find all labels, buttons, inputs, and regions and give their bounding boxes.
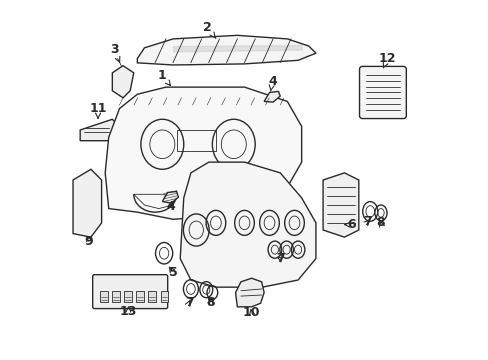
Polygon shape: [180, 162, 315, 287]
Polygon shape: [323, 173, 358, 237]
Polygon shape: [80, 119, 119, 141]
Polygon shape: [105, 87, 301, 219]
Polygon shape: [162, 192, 178, 203]
Text: 4: 4: [166, 201, 175, 213]
Bar: [112, 292, 120, 302]
Bar: [160, 292, 168, 302]
FancyBboxPatch shape: [359, 66, 406, 118]
Text: 12: 12: [378, 52, 395, 68]
Polygon shape: [264, 91, 280, 102]
Text: 13: 13: [120, 305, 137, 318]
Text: 5: 5: [168, 266, 177, 279]
Text: 4: 4: [267, 75, 276, 91]
Bar: [124, 292, 132, 302]
Text: 10: 10: [243, 306, 260, 319]
Bar: [100, 292, 107, 302]
Bar: [176, 130, 216, 152]
Text: 11: 11: [89, 102, 106, 118]
Text: 2: 2: [202, 21, 215, 39]
Bar: [136, 292, 144, 302]
Polygon shape: [235, 278, 264, 307]
Polygon shape: [73, 169, 102, 237]
Text: 7: 7: [363, 215, 371, 228]
Text: 6: 6: [344, 218, 355, 231]
Text: 3: 3: [110, 43, 120, 62]
Text: 8: 8: [206, 296, 214, 309]
Text: 7: 7: [275, 252, 284, 265]
Polygon shape: [112, 66, 134, 98]
Text: 9: 9: [84, 235, 93, 248]
FancyBboxPatch shape: [93, 275, 167, 309]
Text: 1: 1: [158, 69, 170, 85]
Text: 7: 7: [184, 296, 193, 309]
Bar: [148, 292, 156, 302]
Polygon shape: [137, 35, 315, 65]
Text: 8: 8: [376, 216, 385, 229]
